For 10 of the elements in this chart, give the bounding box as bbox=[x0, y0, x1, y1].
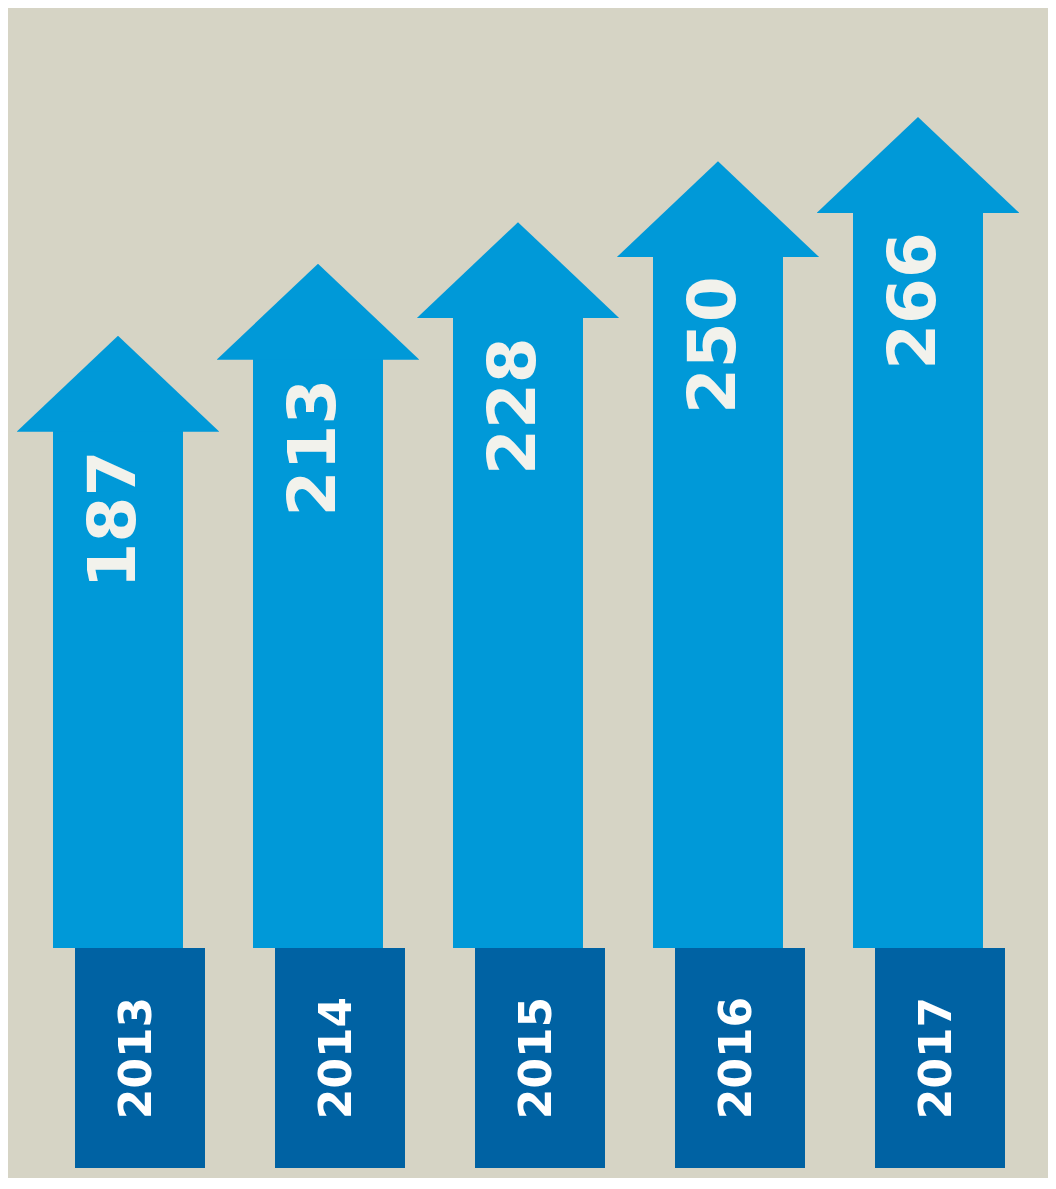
x-tick-label: 2015 bbox=[510, 996, 562, 1120]
x-tick-label: 2017 bbox=[910, 996, 962, 1120]
data-label: 266 bbox=[874, 232, 952, 370]
x-tick-label: 2016 bbox=[710, 996, 762, 1120]
x-tick-label: 2013 bbox=[110, 996, 162, 1120]
data-label: 187 bbox=[74, 450, 152, 589]
x-tick-label: 2014 bbox=[310, 996, 362, 1120]
data-label: 228 bbox=[474, 337, 552, 475]
data-label: 213 bbox=[274, 378, 352, 517]
data-label: 250 bbox=[674, 276, 752, 415]
